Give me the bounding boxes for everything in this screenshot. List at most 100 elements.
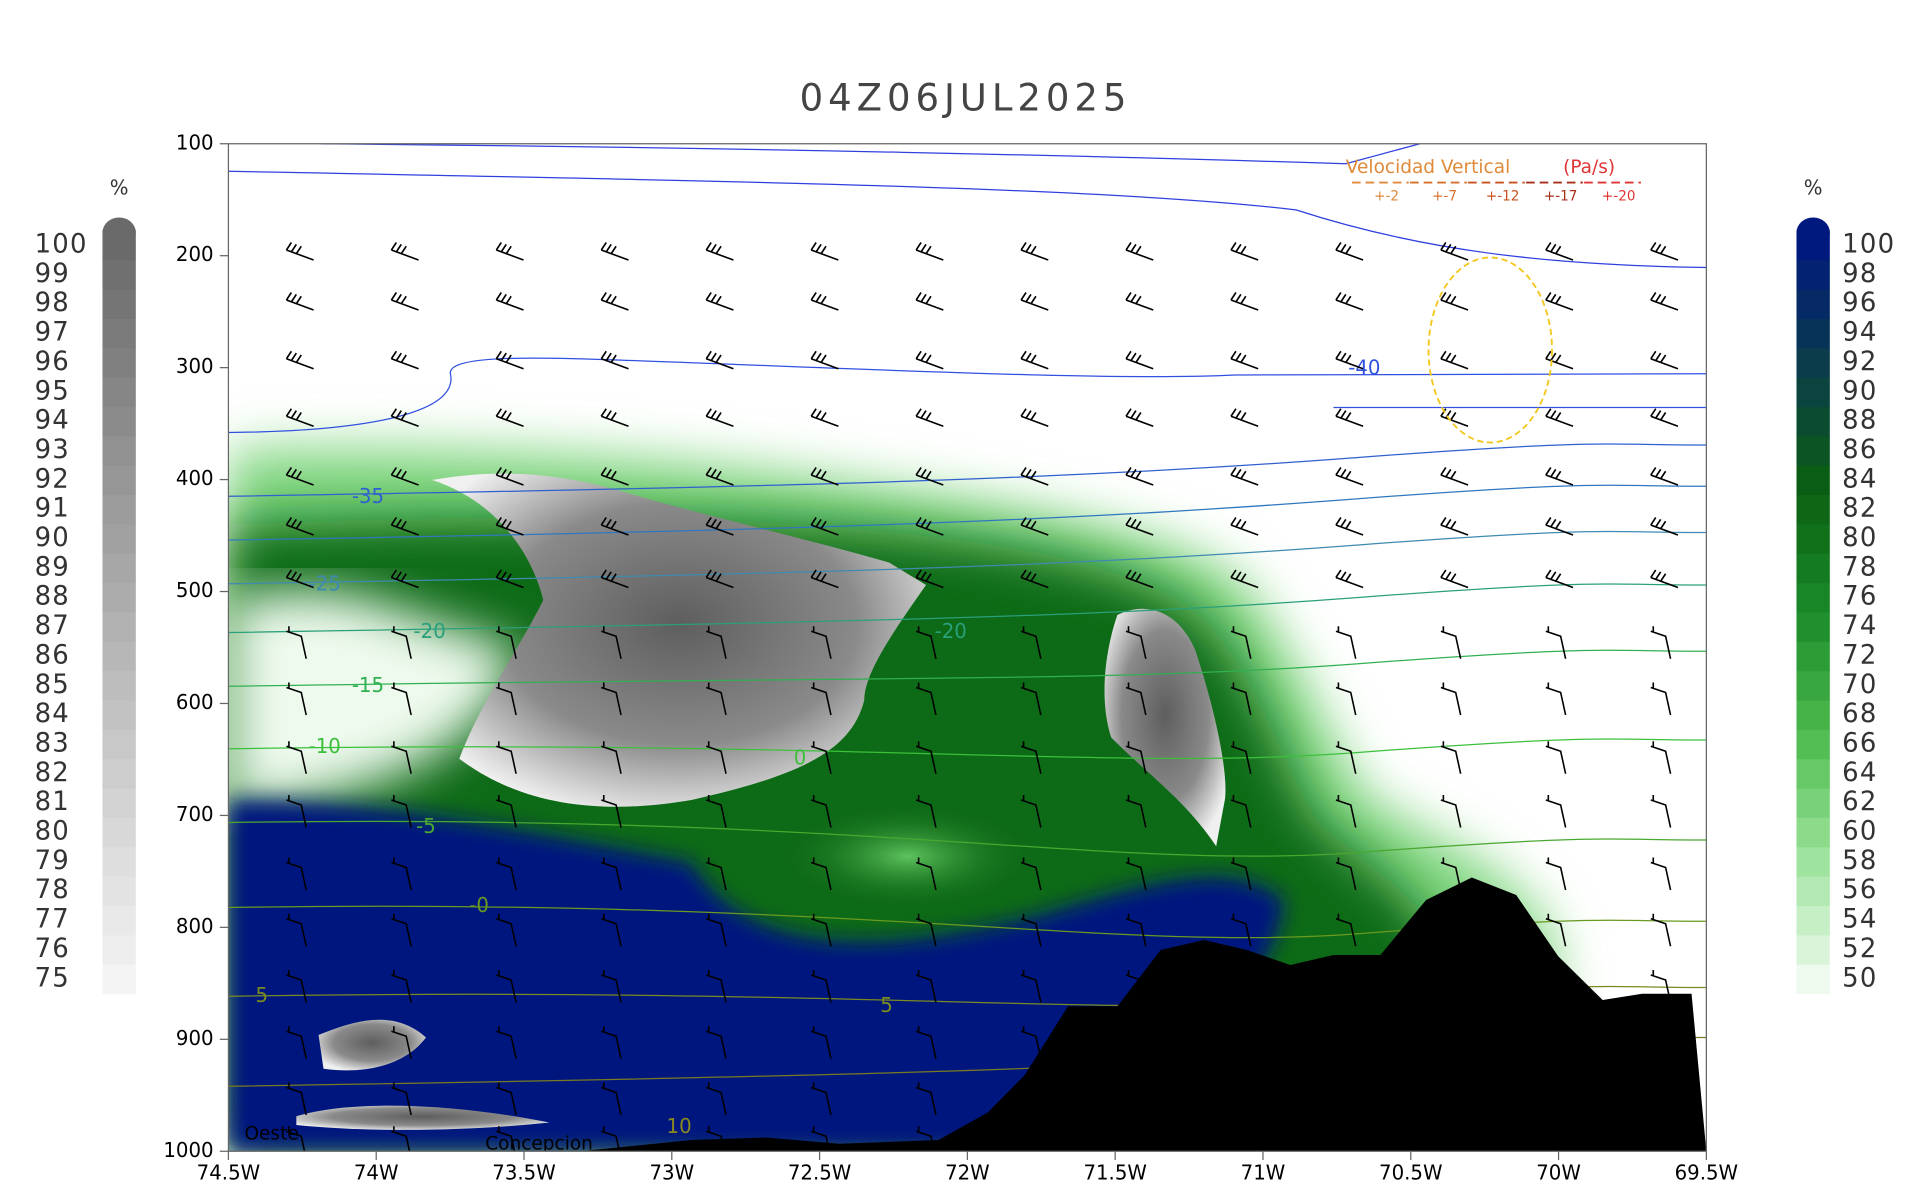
wind-barb — [600, 467, 629, 486]
wind-barb — [1020, 467, 1049, 486]
contour-label: -35 — [352, 485, 384, 508]
wind-barb — [915, 970, 937, 1003]
colorbar-label: 86 — [1842, 435, 1877, 465]
wind-barb — [1020, 292, 1049, 311]
contour-label: 5 — [880, 994, 893, 1017]
wind-barb — [810, 795, 832, 828]
colorbar-swatch — [1796, 934, 1830, 965]
wind-barb — [1440, 569, 1469, 589]
wind-barb — [1230, 857, 1252, 891]
colorbar-swatch — [1796, 729, 1830, 760]
wind-barb — [1125, 467, 1154, 486]
y-tick-label: 800 — [176, 915, 214, 938]
y-tick-label: 900 — [176, 1027, 214, 1050]
wind-barb — [705, 242, 734, 261]
annotation: Concepcion — [485, 1133, 593, 1154]
wind-barb — [285, 292, 314, 311]
colorbar-swatch — [102, 758, 136, 789]
contour-label: 5 — [255, 984, 268, 1007]
wind-barb — [285, 517, 314, 536]
wind-barb — [705, 913, 727, 947]
colorbar-label: 84 — [1842, 464, 1877, 494]
wind-barb — [601, 626, 622, 659]
wind-barb — [285, 467, 314, 486]
vertical-velocity-contour — [1427, 256, 1553, 444]
colorbar-swatch — [102, 582, 136, 613]
legend-level: +-12 — [1486, 188, 1520, 204]
y-tick-label: 600 — [176, 691, 214, 714]
wind-barb — [285, 350, 314, 370]
wind-barb — [286, 970, 307, 1003]
wind-barb — [1650, 682, 1672, 716]
colorbar-label: 68 — [1842, 699, 1877, 729]
wind-barb — [915, 569, 944, 589]
wind-barb — [1650, 569, 1679, 589]
wind-barb — [1545, 292, 1574, 311]
colorbar-swatch — [102, 553, 136, 584]
colorbar-label: 72 — [1842, 640, 1877, 670]
colorbar-label: 92 — [1842, 347, 1877, 377]
colorbar-swatch — [1796, 787, 1830, 818]
wind-barb — [1335, 569, 1364, 589]
colorbar-swatch — [102, 611, 136, 642]
wind-barb — [810, 517, 839, 536]
colorbar-swatch — [1796, 876, 1830, 906]
wind-barb — [1335, 626, 1357, 659]
colorbar-label: 98 — [35, 288, 70, 318]
wind-barb — [1020, 569, 1049, 589]
colorbar-swatch — [1796, 758, 1830, 789]
colorbar-label: 99 — [35, 259, 70, 289]
wind-barb — [705, 741, 727, 774]
wind-barb — [391, 1026, 412, 1059]
contour-label: -10 — [309, 735, 341, 758]
wind-barb — [810, 569, 839, 589]
x-tick-label: 74W — [354, 1161, 399, 1184]
shade-gray — [318, 1019, 426, 1071]
wind-barb — [1335, 913, 1357, 947]
wind-barb — [390, 292, 419, 311]
wind-barb — [1440, 350, 1469, 370]
x-tick-label: 70.5W — [1379, 1161, 1442, 1184]
wind-barb — [1335, 517, 1364, 536]
wind-barb — [495, 242, 524, 261]
colorbar-label: 91 — [35, 494, 70, 524]
colorbar-label: 92 — [35, 464, 70, 494]
colorbar-label: 90 — [35, 523, 70, 553]
wind-barb — [1440, 626, 1462, 659]
wind-barb — [1545, 626, 1567, 659]
colorbar-swatch — [102, 934, 136, 965]
wind-barb — [391, 682, 412, 716]
wind-barb — [1545, 242, 1574, 261]
wind-barb — [1020, 626, 1042, 659]
x-tick-label: 71W — [1241, 1161, 1286, 1184]
wind-barb — [496, 970, 517, 1003]
wind-barb — [1545, 517, 1574, 536]
wind-barb — [495, 517, 524, 536]
wind-barb — [1125, 857, 1147, 891]
wind-barb — [705, 569, 734, 589]
colorbar-swatch — [1796, 230, 1830, 261]
contour-line — [228, 530, 1707, 585]
plot-area: -40 -35 -25 -20 -20 -15 -10 0 -5 -0 5 5 10 Oeste Con… — [228, 143, 1707, 1154]
colorbar-label: 95 — [35, 376, 70, 406]
colorbar-label: 52 — [1842, 934, 1877, 964]
wind-barb — [915, 857, 937, 891]
colorbar-swatch — [102, 406, 136, 437]
colorbar-swatch — [102, 230, 136, 261]
shade-gray — [432, 473, 927, 807]
wind-barb — [1020, 682, 1042, 716]
colorbar-swatch — [102, 699, 136, 730]
wind-barb — [390, 569, 419, 589]
colorbar-label: 50 — [1842, 963, 1877, 993]
wind-barb — [1440, 741, 1462, 774]
colorbar-label: 84 — [35, 699, 70, 729]
wind-barb — [1125, 626, 1147, 659]
contour-line — [321, 143, 1421, 165]
wind-barb — [285, 242, 314, 261]
wind-barb — [810, 1082, 832, 1116]
colorbar-label: 54 — [1842, 904, 1877, 934]
colorbar-label: 89 — [35, 552, 70, 582]
wind-barb — [496, 913, 517, 947]
wind-barb — [286, 1026, 307, 1059]
colorbar-label: 93 — [35, 435, 70, 465]
